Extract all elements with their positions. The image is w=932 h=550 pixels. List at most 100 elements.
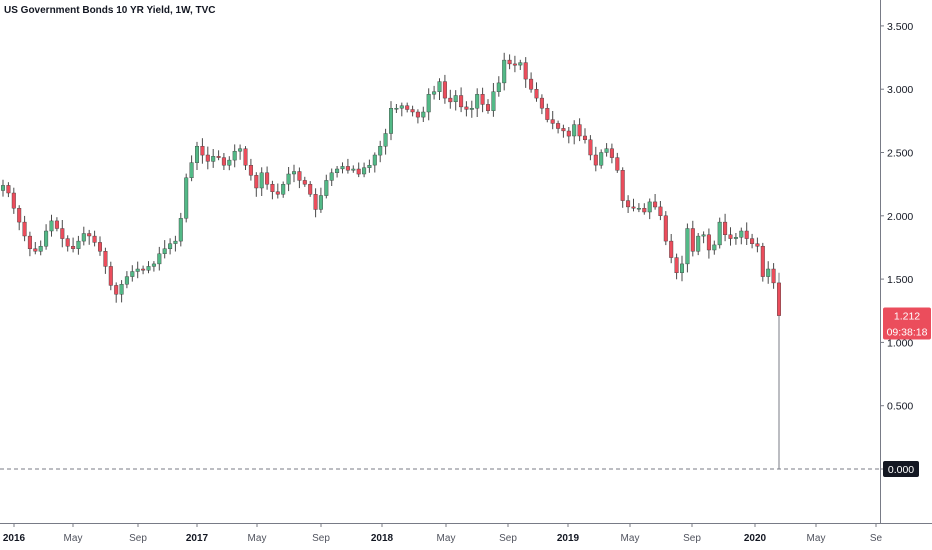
candle-up (162, 248, 167, 254)
candle-up (518, 62, 523, 66)
candle-up (496, 82, 501, 93)
x-tick-label: Sep (499, 533, 517, 544)
candle-down (529, 78, 534, 90)
candle-down (302, 180, 307, 185)
candle-down (512, 63, 517, 66)
candle-down (545, 107, 550, 120)
candle-up (329, 172, 334, 181)
price-badge-countdown: 09:38:18 (887, 327, 928, 339)
candle-down (626, 200, 631, 208)
y-tick-label: 3.000 (887, 84, 913, 96)
candle-up (81, 233, 86, 242)
candle-up (184, 177, 189, 219)
candle-up (491, 91, 496, 111)
candle-down (33, 248, 38, 252)
candle-down (415, 111, 420, 118)
candle-up (238, 148, 243, 152)
candle-up (421, 111, 426, 118)
candle-down (442, 81, 447, 99)
candle-down (254, 175, 259, 189)
price-badge[interactable]: 1.212 09:38:18 (883, 307, 931, 340)
chart-title: US Government Bonds 10 YR Yield, 1W, TVC (4, 5, 216, 16)
x-tick-label: May (248, 533, 267, 544)
y-tick-label: 2.000 (887, 211, 913, 223)
candle-up (432, 91, 437, 95)
candle-down (615, 157, 620, 171)
candle-down (6, 185, 11, 194)
candle-down (464, 106, 469, 110)
candle-up (389, 107, 394, 134)
candle-up (647, 201, 652, 213)
candle-down (205, 154, 210, 162)
candle-down (760, 245, 765, 277)
candle-down (22, 221, 27, 237)
candle-up (281, 183, 286, 195)
candle-down (410, 109, 415, 113)
candle-down (54, 220, 59, 229)
y-tick-label: 3.500 (887, 21, 913, 33)
x-tick-label: 2017 (186, 533, 209, 544)
candle-up (44, 230, 49, 247)
candle-up (194, 145, 199, 163)
candle-up (1, 185, 5, 191)
candle-up (130, 271, 135, 277)
candle-down (706, 234, 711, 251)
candle-down (270, 183, 275, 192)
candle-up (717, 221, 722, 246)
candle-down (588, 139, 593, 156)
candle-down (507, 59, 512, 65)
candle-down (556, 123, 561, 129)
candle-down (141, 268, 146, 271)
y-tick-label: 1.000 (887, 337, 913, 349)
candle-up (712, 244, 717, 251)
candle-down (534, 88, 539, 99)
candle-up (135, 268, 140, 272)
candle-up (211, 156, 216, 162)
candle-up (696, 235, 701, 252)
candle-up (685, 228, 690, 265)
candle-down (566, 130, 571, 137)
candle-up (475, 94, 480, 109)
x-tick-label: May (807, 533, 826, 544)
candle-up (599, 152, 604, 166)
x-tick-label: Sep (129, 533, 147, 544)
candle-up (604, 148, 609, 153)
candle-up (189, 162, 194, 179)
candle-down (642, 207, 647, 213)
candle-down (593, 154, 598, 166)
x-tick-label: Sep (312, 533, 330, 544)
candle-up (49, 220, 54, 232)
candle-down (243, 148, 248, 166)
candle-up (124, 276, 129, 285)
candle-down (755, 243, 760, 247)
candle-down (71, 245, 76, 249)
x-tick-label: 2016 (3, 533, 26, 544)
price-badge-value: 1.212 (894, 311, 920, 323)
candle-up (372, 154, 377, 166)
y-tick-label: 2.500 (887, 148, 913, 160)
candle-down (248, 164, 253, 176)
candle-up (701, 234, 706, 237)
candle-down (308, 183, 313, 195)
candle-up (76, 240, 81, 249)
candle-up (469, 107, 474, 110)
candle-down (550, 119, 555, 124)
candle-up (38, 245, 43, 252)
candle-up (335, 168, 340, 173)
candle-down (777, 282, 782, 316)
candle-up (292, 171, 297, 175)
candle-up (636, 207, 641, 210)
candle-down (297, 171, 302, 181)
candle-down (561, 128, 566, 132)
candle-down (11, 192, 16, 209)
x-tick-label: Se (870, 533, 883, 544)
candle-down (27, 235, 32, 250)
x-tick-label: 2018 (371, 533, 394, 544)
candle-up (232, 150, 237, 161)
candle-up (173, 240, 178, 244)
candle-up (259, 172, 264, 189)
candle-up (680, 263, 685, 273)
candle-down (690, 228, 695, 252)
candle-down (480, 94, 485, 105)
